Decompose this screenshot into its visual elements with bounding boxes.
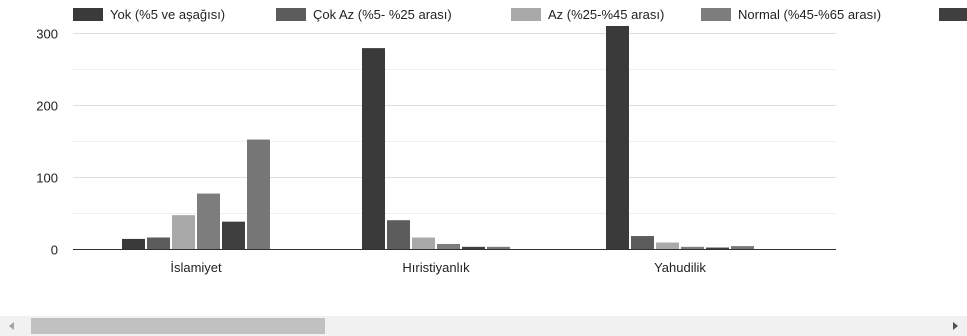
scroll-left-arrow-icon[interactable] <box>9 322 14 330</box>
bar[interactable] <box>462 246 485 249</box>
bar[interactable] <box>147 237 170 249</box>
y-axis-ticks: 0 100 200 300 <box>36 27 58 258</box>
x-tick-label: İslamiyet <box>170 260 222 275</box>
y-tick-label: 300 <box>36 27 58 42</box>
legend[interactable]: Yok (%5 ve aşağısı) Çok Az (%5- %25 arası… <box>73 7 967 22</box>
y-tick-label: 200 <box>36 99 58 114</box>
y-tick-label: 0 <box>51 243 58 258</box>
x-axis-ticks: İslamiyet Hıristiyanlık Yahudilik <box>170 260 706 275</box>
legend-entry[interactable]: Yok (%5 ve aşağısı) <box>110 7 225 22</box>
scroll-right-arrow-icon[interactable] <box>953 322 958 330</box>
bar[interactable] <box>122 238 145 249</box>
legend-swatch[interactable] <box>276 8 306 21</box>
bar[interactable] <box>197 193 220 249</box>
legend-swatch[interactable] <box>701 8 731 21</box>
x-tick-label: Yahudilik <box>654 260 706 275</box>
legend-entry[interactable]: Normal (%45-%65 arası) <box>738 7 881 22</box>
bar[interactable] <box>731 246 754 249</box>
bar-chart: 0 100 200 300 İslamiyet Hıristiyanlık Yahudil… <box>36 7 967 275</box>
y-tick-label: 100 <box>36 171 58 186</box>
bars <box>73 26 836 250</box>
legend-swatch[interactable] <box>73 8 103 21</box>
legend-swatch[interactable] <box>511 8 541 21</box>
bar[interactable] <box>706 247 729 249</box>
x-tick-label: Hıristiyanlık <box>402 260 470 275</box>
bar[interactable] <box>412 237 435 249</box>
bar[interactable] <box>487 246 510 249</box>
bar[interactable] <box>606 26 629 249</box>
bar[interactable] <box>222 221 245 249</box>
bar[interactable] <box>362 48 385 250</box>
horizontal-scrollbar[interactable] <box>0 316 967 336</box>
bar[interactable] <box>681 246 704 249</box>
bar[interactable] <box>656 242 679 249</box>
bar[interactable] <box>247 139 270 249</box>
bar[interactable] <box>387 220 410 249</box>
legend-entry[interactable]: Az (%25-%45 arası) <box>548 7 664 22</box>
scroll-thumb[interactable] <box>31 318 325 334</box>
bar[interactable] <box>631 236 654 249</box>
bar[interactable] <box>172 215 195 249</box>
legend-swatch[interactable] <box>939 8 967 21</box>
legend-entry[interactable]: Çok Az (%5- %25 arası) <box>313 7 452 22</box>
bar[interactable] <box>437 243 460 249</box>
